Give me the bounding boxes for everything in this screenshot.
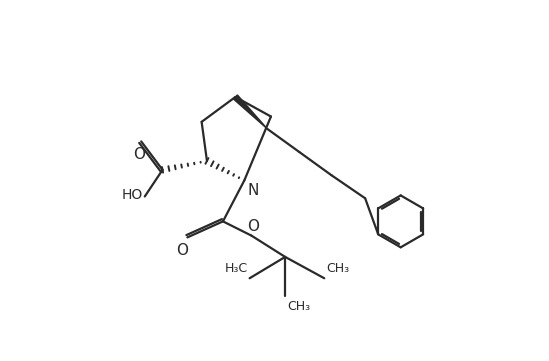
Text: CH₃: CH₃ xyxy=(287,300,310,313)
Text: H₃C: H₃C xyxy=(225,262,248,275)
Text: N: N xyxy=(247,183,259,198)
Text: CH₃: CH₃ xyxy=(326,262,349,275)
Text: O: O xyxy=(133,147,145,162)
Polygon shape xyxy=(233,95,267,129)
Text: O: O xyxy=(176,243,188,258)
Text: O: O xyxy=(247,219,259,234)
Text: HO: HO xyxy=(122,188,143,202)
